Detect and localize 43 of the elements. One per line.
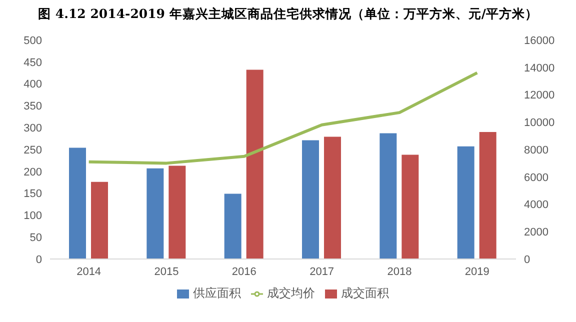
bar: [146, 168, 164, 259]
x-tick-label: 2016: [232, 266, 256, 278]
x-tick-label: 2015: [154, 266, 179, 278]
y-tick-label: 500: [24, 34, 42, 47]
x-tick-label: 2018: [387, 266, 412, 278]
x-tick-label: 2019: [464, 266, 490, 278]
bar: [457, 146, 474, 259]
bar: [168, 166, 186, 259]
x-tick-label: 2017: [310, 266, 334, 278]
y2-tick-label: 8000: [524, 144, 548, 156]
chart-title: 图 4.12 2014-2019 年嘉兴主城区商品住宅供求情况（单位：万平方米、元/平方米）: [37, 5, 539, 23]
bar: [324, 136, 341, 259]
y2-tick-label: 10000: [524, 117, 555, 130]
bar: [479, 132, 496, 259]
y2-tick-label: 14000: [524, 62, 555, 74]
y2-tick-label: 2000: [524, 226, 548, 239]
legend-label: 成交面积: [341, 286, 389, 300]
y-tick-label: 450: [24, 56, 42, 69]
y-tick-label: 100: [24, 210, 42, 222]
y2-tick-label: 4000: [524, 199, 548, 212]
line-series: [87, 71, 479, 165]
x-tick-label: 2014: [76, 266, 102, 278]
bar: [246, 70, 264, 259]
y2-tick-label: 16000: [524, 34, 555, 47]
bar: [69, 148, 86, 259]
bar: [302, 140, 319, 259]
legend-label: 供应面积: [193, 286, 241, 300]
y-tick-label: 150: [24, 188, 42, 200]
y2-tick-label: 6000: [524, 172, 548, 184]
bar: [380, 133, 397, 259]
bar: [91, 182, 108, 259]
y2-tick-label: 0: [524, 254, 530, 266]
y-tick-label: 350: [24, 100, 42, 113]
y-tick-label: 0: [36, 254, 42, 266]
y-tick-label: 50: [30, 232, 42, 244]
legend-label: 成交均价: [267, 286, 315, 300]
bar: [402, 154, 419, 259]
y-tick-label: 200: [24, 166, 42, 178]
y2-tick-label: 12000: [524, 90, 555, 102]
bar: [224, 194, 242, 259]
y-tick-label: 400: [24, 78, 42, 91]
y-tick-label: 250: [24, 144, 42, 156]
y-tick-label: 300: [24, 122, 42, 135]
